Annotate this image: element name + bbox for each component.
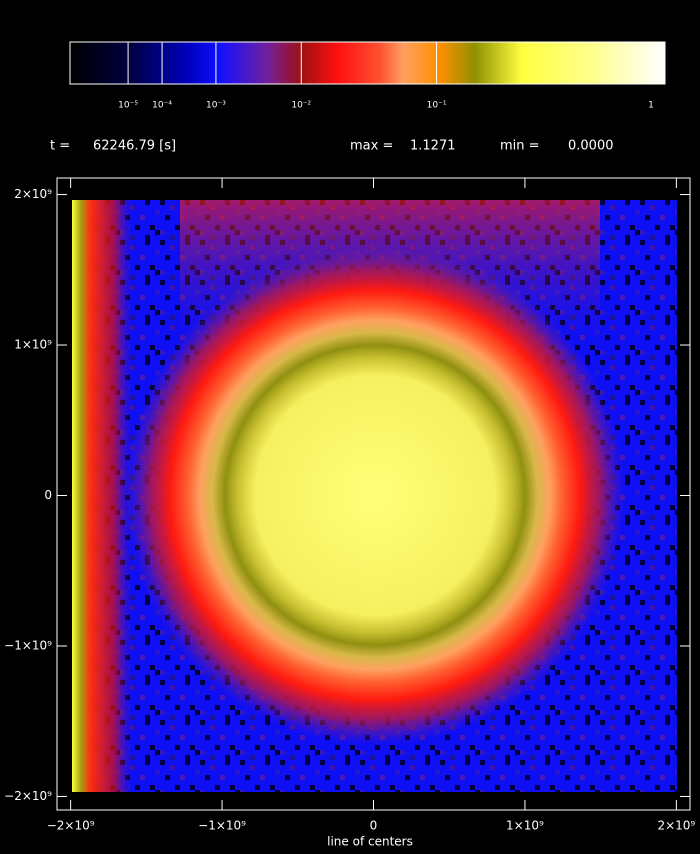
colorbar-tick-label: 10⁻⁴ (152, 101, 172, 111)
y-tick-label: 0 (44, 488, 52, 502)
min-label: min = (500, 139, 540, 154)
x-tick-label: −1×10⁹ (198, 819, 246, 833)
colorbar-tick-label: 10⁻² (291, 101, 311, 111)
star (125, 245, 625, 745)
min-value: 0.0000 (568, 139, 614, 154)
time-value: 62246.79 [s] (93, 139, 176, 154)
time-label: t = (50, 139, 70, 154)
y-tick-label: 1×10⁹ (14, 338, 52, 352)
colorbar-tick-label: 10⁻³ (206, 101, 226, 111)
colorbar-tick-label: 1 (648, 101, 654, 111)
max-value: 1.1271 (410, 139, 456, 154)
x-axis-label: line of centers (327, 835, 413, 849)
colorbar (69, 41, 666, 85)
x-tick-label: 0 (370, 819, 378, 833)
colorbar-tick-label: 10⁻⁵ (118, 101, 138, 111)
heatmap (72, 200, 677, 792)
y-tick-label: 2×10⁹ (14, 187, 52, 201)
left-edge (72, 200, 132, 792)
x-tick-label: 1×10⁹ (506, 819, 544, 833)
colorbar-tick-label: 10⁻¹ (427, 101, 447, 111)
y-tick-label: −2×10⁹ (4, 789, 52, 803)
x-tick-label: 2×10⁹ (657, 819, 695, 833)
x-tick-label: −2×10⁹ (47, 819, 95, 833)
y-tick-label: −1×10⁹ (4, 638, 52, 652)
max-label: max = (350, 139, 393, 154)
